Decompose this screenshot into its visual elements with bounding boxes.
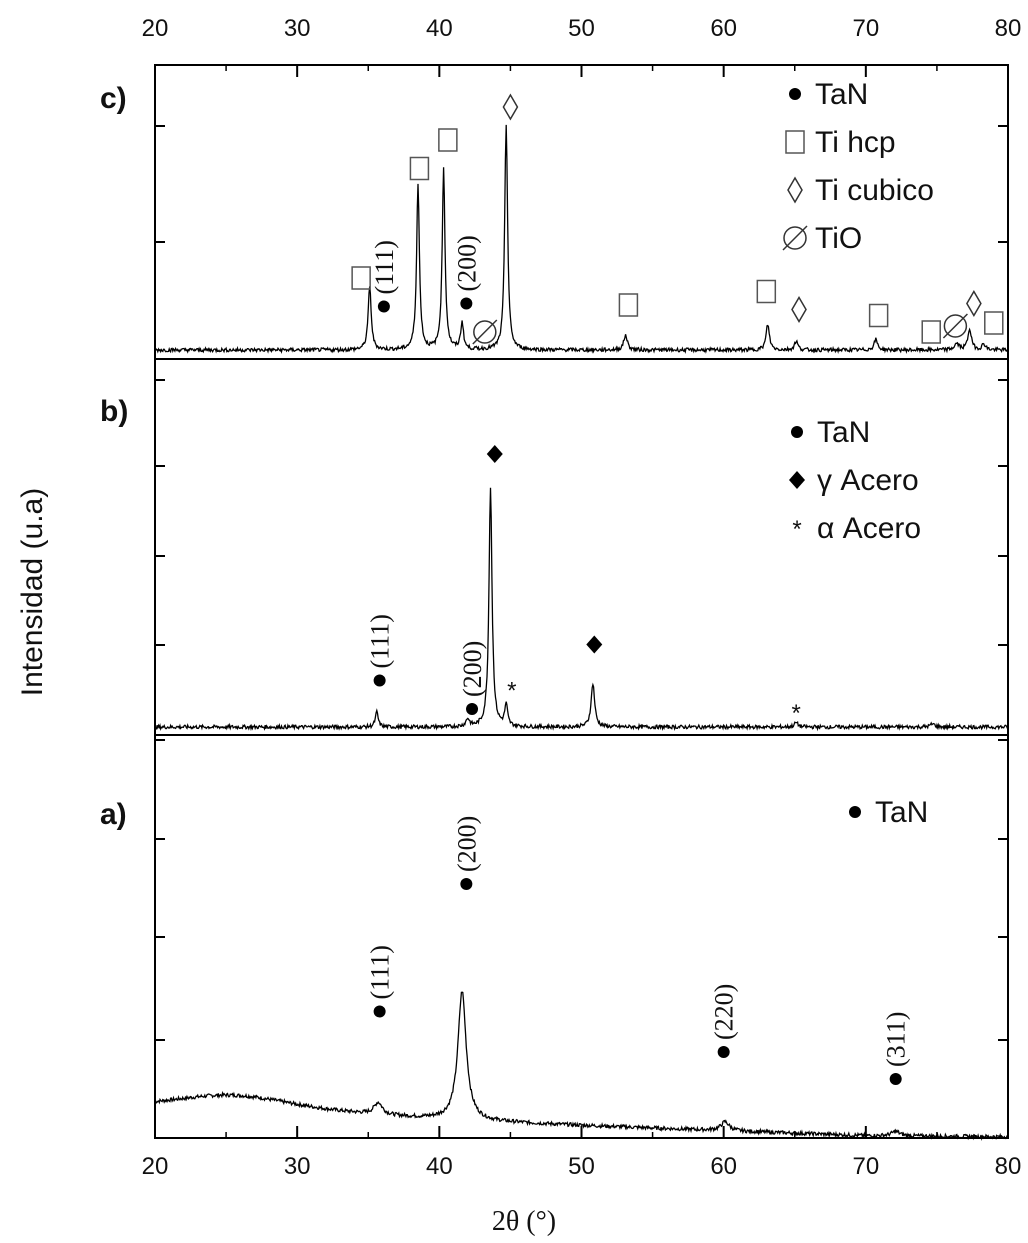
filled-circle-marker — [791, 426, 803, 438]
x-tick-label-top: 50 — [568, 15, 595, 42]
x-tick-label-top: 80 — [995, 15, 1022, 42]
filled-diamond-marker — [789, 471, 805, 489]
filled-circle-marker — [373, 674, 386, 687]
open-square-marker — [351, 266, 371, 290]
filled-circle-marker — [789, 88, 801, 100]
filled-circle-marker — [373, 1005, 386, 1018]
star-marker: * — [791, 700, 800, 727]
open-square-marker — [785, 130, 805, 154]
x-tick-label-top: 70 — [852, 15, 879, 42]
open-square-marker — [868, 303, 889, 328]
open-diamond-marker — [502, 93, 519, 121]
hkl-label: (200) — [452, 235, 481, 291]
legend-entry: Ti cubico — [815, 174, 934, 207]
open-diamond-marker — [966, 290, 982, 317]
filled-circle-marker — [717, 1046, 730, 1058]
panel-label: b) — [100, 395, 128, 428]
filled-circle-marker — [377, 300, 390, 313]
hkl-label: (220) — [710, 984, 739, 1040]
y-axis-title: Intensidad (u.a) — [16, 488, 49, 696]
x-tick-label-bottom: 30 — [284, 1153, 311, 1180]
x-tick-label-top: 30 — [284, 15, 311, 42]
legend-entry: γ Acero — [817, 464, 919, 497]
x-tick-label-bottom: 40 — [426, 1153, 453, 1180]
legend-entry: Ti hcp — [815, 126, 896, 159]
emptyset-marker-slash — [782, 225, 808, 251]
filled-circle-marker — [460, 297, 473, 310]
plot-frame: 20 20 30 30 40 40 50 50 60 60 70 70 80 80 a) b) c) — [100, 15, 1021, 1180]
filled-circle-marker — [889, 1073, 902, 1085]
hkl-label: (111) — [366, 945, 395, 999]
legends: TaN TaN γ Acero * α Acero TaN Ti hcp Ti cubico T… — [782, 78, 934, 829]
x-tick-label-top: 60 — [710, 15, 737, 42]
peak-markers: (111) (200) (220) (311) (111) (200) * * (111) (20… — [351, 93, 1004, 1085]
legend-entry: TiO — [815, 222, 862, 255]
panel-label: c) — [100, 82, 127, 115]
diffraction-patterns — [154, 124, 1009, 1141]
open-diamond-marker — [791, 296, 807, 323]
series-line-c — [154, 124, 1009, 355]
star-marker: * — [792, 516, 801, 543]
emptyset-marker — [783, 226, 807, 250]
legend-entry: α Acero — [817, 512, 921, 545]
filled-circle-marker — [460, 878, 473, 890]
filled-circle-marker — [849, 806, 861, 818]
legend-entry: TaN — [875, 796, 928, 829]
open-square-marker — [409, 156, 430, 181]
plot-border — [154, 64, 1009, 1139]
star-marker: * — [507, 678, 516, 705]
open-diamond-marker — [787, 176, 803, 204]
emptyset-marker-slash — [472, 319, 498, 345]
emptyset-marker — [943, 314, 968, 338]
x-tick-label-top: 20 — [142, 15, 169, 42]
x-tick-label-bottom: 60 — [710, 1153, 737, 1180]
x-tick-label-bottom: 70 — [852, 1153, 879, 1180]
x-tick-label-bottom: 80 — [995, 1153, 1022, 1180]
series-line-a — [154, 991, 1009, 1141]
filled-circle-marker — [466, 703, 479, 715]
hkl-label: (200) — [452, 816, 481, 872]
x-tick-label-top: 40 — [426, 15, 453, 42]
open-square-marker — [984, 311, 1004, 335]
x-tick-label-bottom: 20 — [142, 1153, 169, 1180]
open-square-marker — [756, 279, 777, 304]
filled-diamond-marker — [486, 445, 503, 463]
hkl-label: (111) — [366, 614, 395, 668]
emptyset-marker — [473, 320, 497, 344]
filled-diamond-marker — [586, 635, 603, 654]
emptyset-marker-slash — [942, 313, 968, 339]
open-square-marker — [921, 320, 941, 344]
x-axis-title: 2θ (°) — [492, 1206, 556, 1237]
series-line-b — [154, 487, 1009, 732]
legend-entry: TaN — [815, 78, 868, 111]
hkl-label: (311) — [882, 1012, 911, 1067]
hkl-label: (200) — [458, 641, 487, 697]
hkl-label: (111) — [370, 240, 399, 294]
panel-label: a) — [100, 798, 127, 831]
legend-entry: TaN — [817, 416, 870, 449]
open-square-marker — [618, 293, 639, 317]
open-square-marker — [438, 128, 458, 152]
x-tick-label-bottom: 50 — [568, 1153, 595, 1180]
